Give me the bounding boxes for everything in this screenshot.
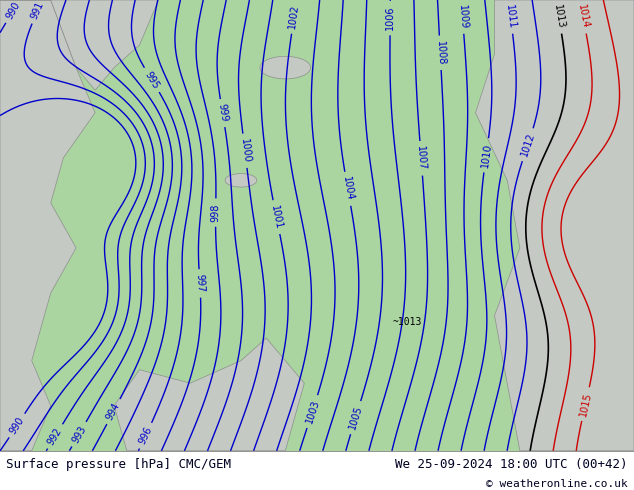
Ellipse shape [260, 56, 311, 79]
Text: ~1013: ~1013 [393, 317, 422, 326]
Text: We 25-09-2024 18:00 UTC (00+42): We 25-09-2024 18:00 UTC (00+42) [395, 458, 628, 471]
Text: 1005: 1005 [347, 404, 364, 431]
Polygon shape [0, 0, 95, 451]
Text: 994: 994 [105, 401, 122, 422]
Text: 990: 990 [4, 0, 22, 21]
Text: 1008: 1008 [434, 40, 446, 65]
Text: 1011: 1011 [504, 4, 517, 29]
Text: 1010: 1010 [479, 143, 493, 168]
Text: 1004: 1004 [340, 176, 355, 202]
Text: 992: 992 [46, 426, 64, 447]
Text: © weatheronline.co.uk: © weatheronline.co.uk [486, 479, 628, 489]
Text: 1007: 1007 [415, 146, 427, 171]
Text: Surface pressure [hPa] CMC/GEM: Surface pressure [hPa] CMC/GEM [6, 458, 231, 471]
Text: 1002: 1002 [287, 4, 301, 29]
Text: 997: 997 [195, 274, 205, 293]
Text: 998: 998 [210, 203, 221, 222]
Text: 1001: 1001 [269, 204, 283, 230]
Text: 1014: 1014 [576, 3, 590, 29]
Text: 1015: 1015 [578, 391, 593, 417]
Polygon shape [114, 338, 304, 451]
Polygon shape [476, 0, 634, 451]
Text: 993: 993 [70, 424, 88, 444]
Text: 1006: 1006 [385, 6, 396, 30]
Text: 1000: 1000 [238, 138, 251, 164]
Text: 1013: 1013 [552, 3, 566, 29]
Text: 996: 996 [137, 425, 154, 446]
Polygon shape [0, 0, 158, 90]
Text: 1003: 1003 [304, 398, 321, 425]
Text: 999: 999 [216, 103, 229, 123]
Text: 1009: 1009 [456, 4, 469, 29]
Text: 991: 991 [29, 0, 46, 21]
Text: 995: 995 [143, 70, 161, 91]
Text: 990: 990 [8, 415, 26, 436]
Text: 1012: 1012 [519, 131, 536, 158]
Ellipse shape [225, 173, 257, 187]
